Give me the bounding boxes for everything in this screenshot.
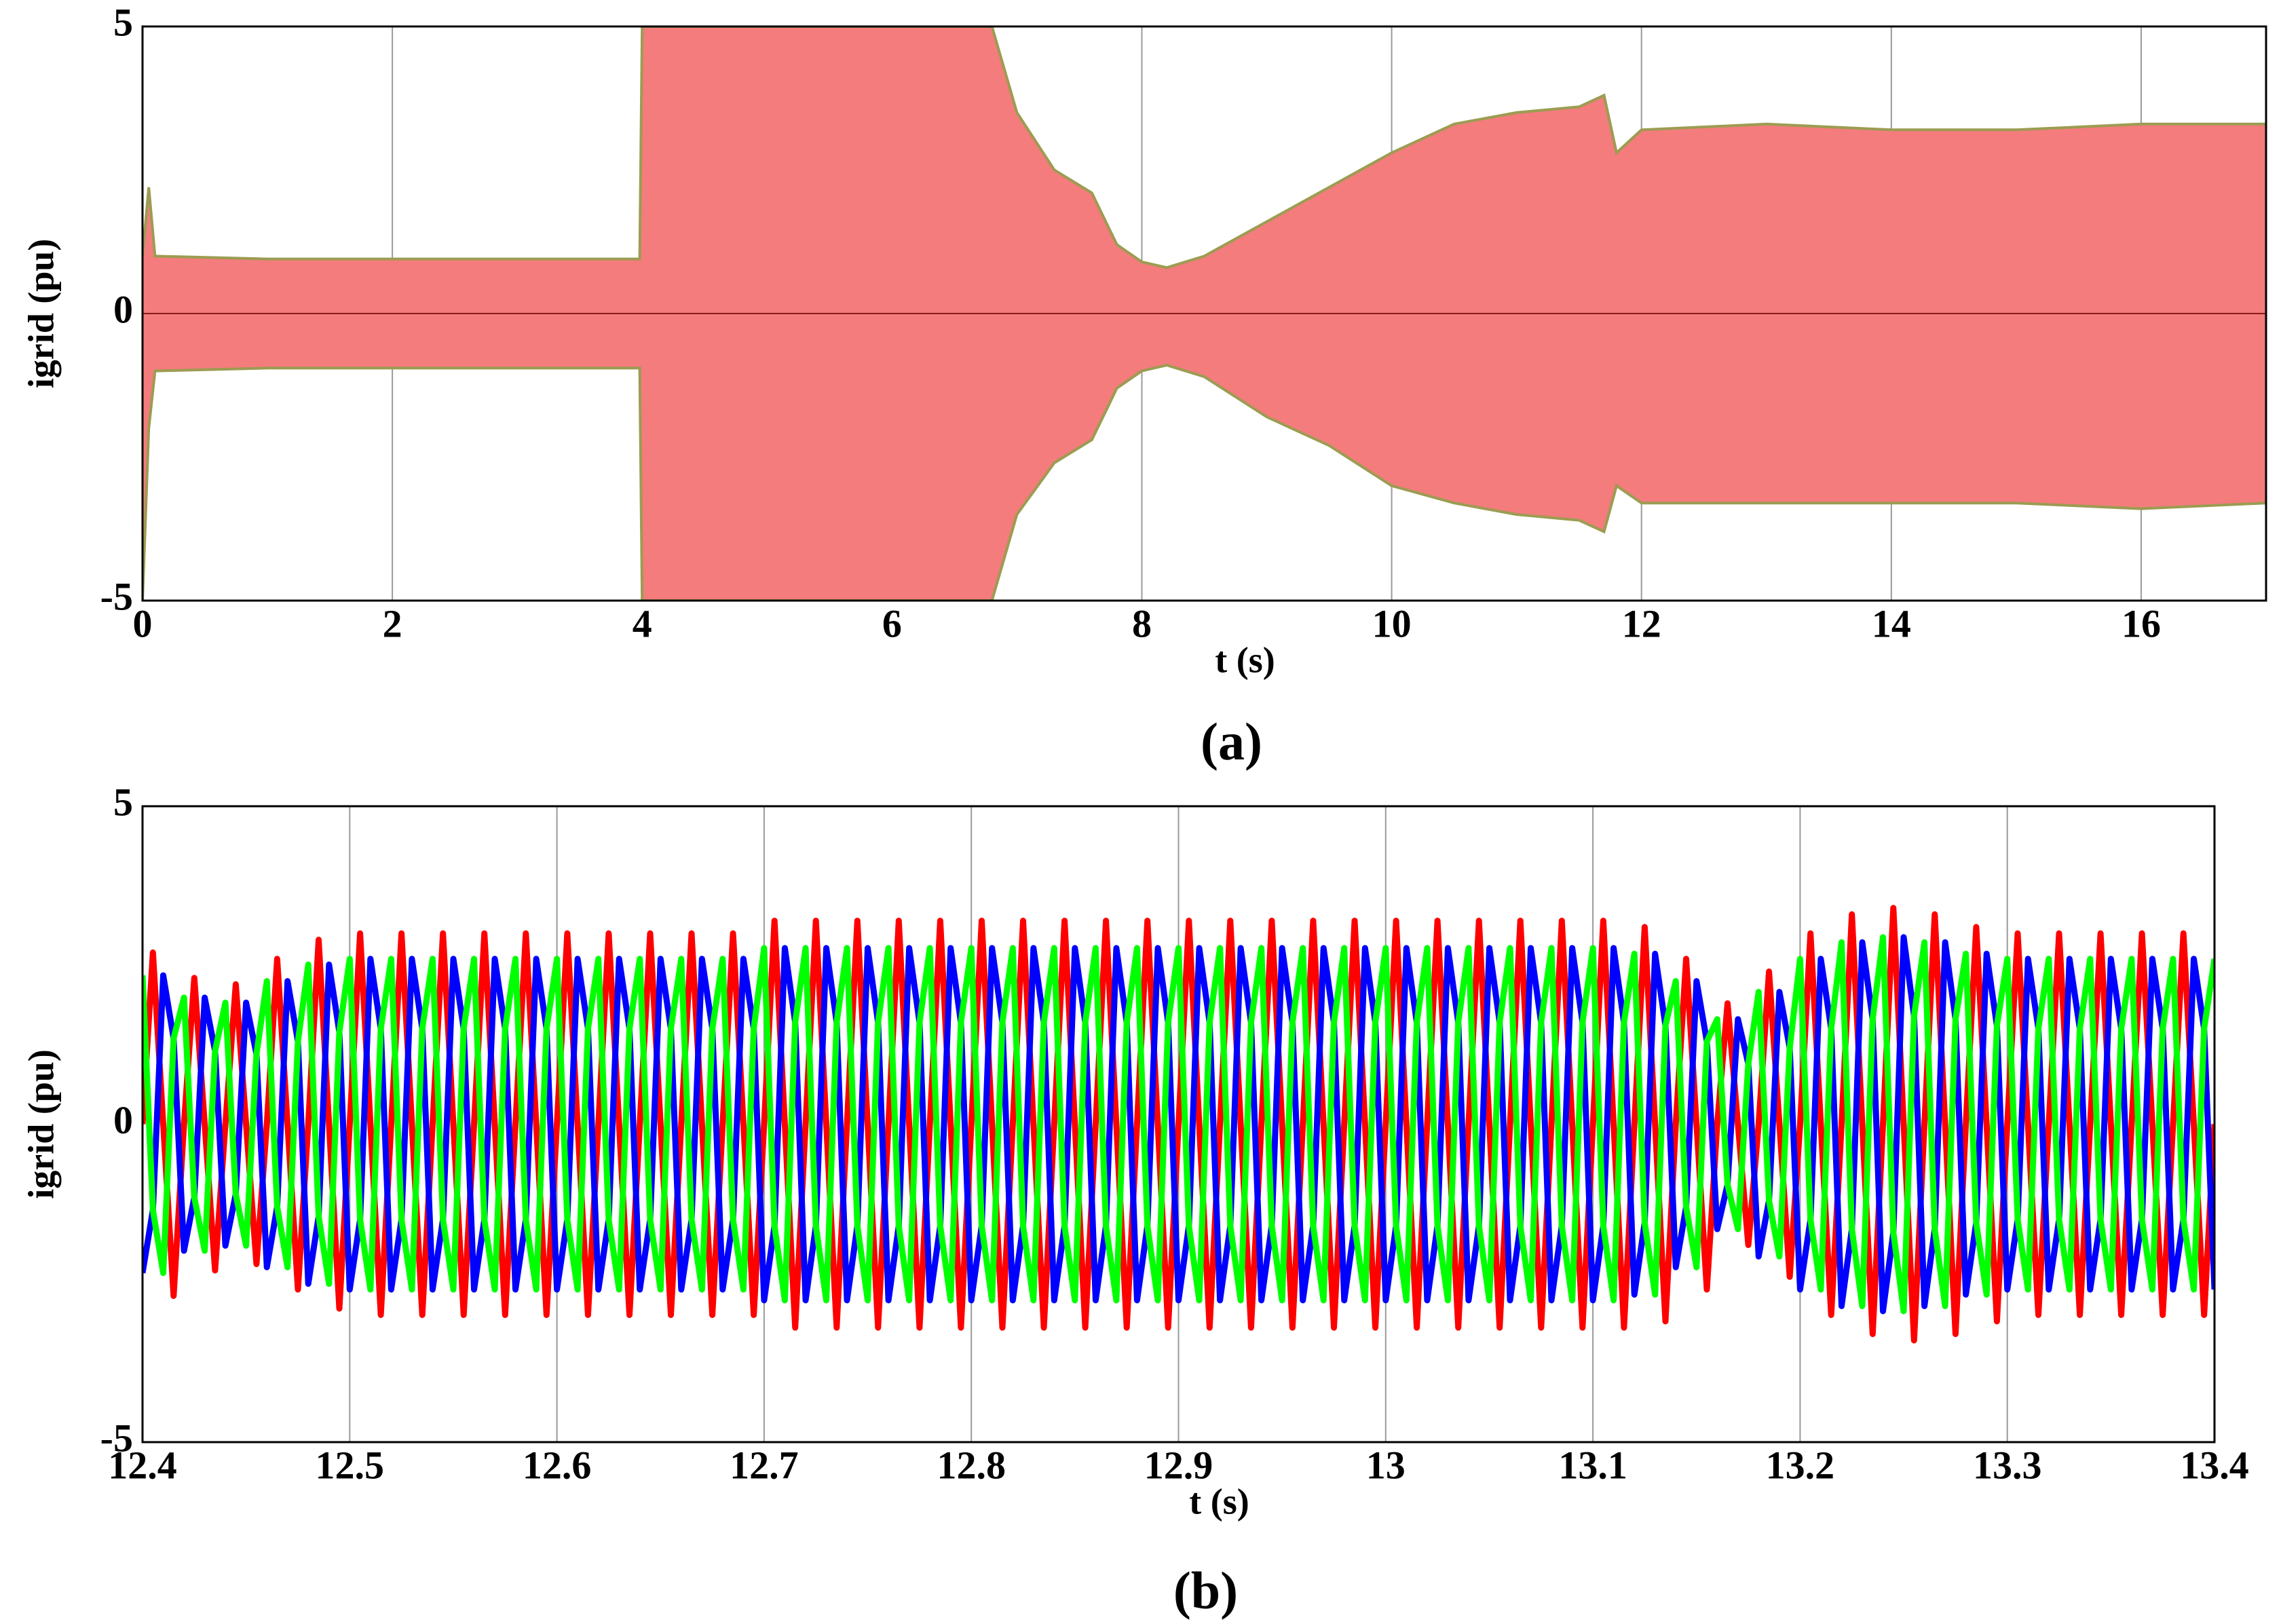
band-area bbox=[143, 314, 2266, 601]
y-axis-label: igrid (pu) bbox=[20, 239, 61, 389]
x-tick-label: 13.1 bbox=[1558, 1443, 1627, 1487]
x-axis-label: t (s) bbox=[1215, 639, 1275, 680]
x-tick-label: 4 bbox=[633, 601, 652, 645]
x-tick-label: 13 bbox=[1366, 1443, 1406, 1487]
x-tick-label: 0 bbox=[133, 601, 153, 645]
band-edge bbox=[143, 26, 2266, 269]
x-tick-label: 13.3 bbox=[1973, 1443, 2042, 1487]
y-tick-label: 0 bbox=[113, 287, 133, 331]
x-tick-label: 12.6 bbox=[523, 1443, 592, 1487]
x-tick-label: 6 bbox=[882, 601, 902, 645]
x-tick-label: 12.5 bbox=[316, 1443, 385, 1487]
x-tick-label: 12 bbox=[1622, 601, 1661, 645]
x-tick-label: 12.9 bbox=[1144, 1443, 1213, 1487]
caption: (a) bbox=[1201, 712, 1262, 771]
y-tick-label: 5 bbox=[113, 780, 133, 824]
y-tick-label: 5 bbox=[113, 0, 133, 44]
series-line bbox=[143, 934, 2214, 1315]
panel: 12.4 12.5 12.6 12.7 12.8 12.9 13 13.1 13.2 13.3 13… bbox=[20, 780, 2248, 1620]
y-axis-label: igrid (pu) bbox=[20, 1049, 61, 1199]
x-tick-label: 8 bbox=[1132, 601, 1152, 645]
caption: (b) bbox=[1173, 1561, 1238, 1620]
x-tick-label: 2 bbox=[383, 601, 402, 645]
plot-content bbox=[143, 905, 2214, 1344]
x-tick-label: 14 bbox=[1872, 601, 1911, 645]
x-tick-label: 12.7 bbox=[730, 1443, 799, 1487]
x-axis-label: t (s) bbox=[1189, 1481, 1249, 1522]
series-line bbox=[143, 934, 2214, 1315]
x-tick-label: 10 bbox=[1372, 601, 1412, 645]
plot-content bbox=[143, 26, 2266, 601]
y-tick-label: -5 bbox=[100, 574, 133, 618]
axes-frame bbox=[141, 25, 2267, 602]
x-tick-label: 16 bbox=[2122, 601, 2161, 645]
y-tick-label: -5 bbox=[100, 1416, 133, 1460]
axes-frame bbox=[141, 805, 2216, 1443]
x-tick-label: 12.4 bbox=[108, 1443, 177, 1487]
band-area bbox=[143, 26, 2266, 314]
series-line bbox=[143, 905, 2214, 1344]
x-tick-label: 12.8 bbox=[937, 1443, 1006, 1487]
x-tick-label: 13.2 bbox=[1766, 1443, 1835, 1487]
x-tick-label: 13.4 bbox=[2180, 1443, 2249, 1487]
band-edge bbox=[143, 364, 2266, 601]
y-tick-label: 0 bbox=[113, 1098, 133, 1142]
